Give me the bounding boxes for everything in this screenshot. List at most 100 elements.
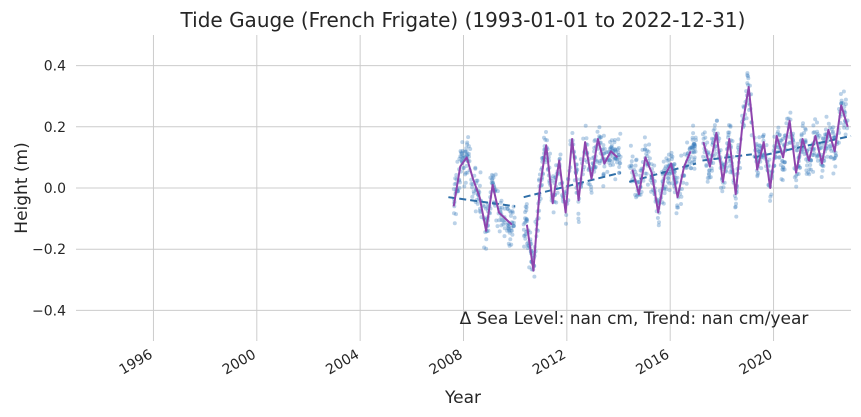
data-point (823, 127, 828, 132)
data-point (628, 166, 633, 170)
data-point (820, 136, 825, 141)
data-point (843, 132, 848, 137)
data-point (705, 140, 710, 145)
data-point (843, 102, 848, 107)
data-point (602, 164, 607, 169)
data-point (490, 172, 494, 177)
data-point (666, 179, 670, 184)
data-point (486, 228, 491, 233)
data-point (497, 229, 502, 234)
data-point (458, 180, 462, 185)
data-point (756, 149, 761, 154)
data-point (598, 135, 603, 140)
data-point (800, 124, 805, 129)
data-point (638, 168, 643, 173)
data-point (601, 172, 606, 177)
data-point (842, 125, 847, 130)
data-point (703, 135, 708, 140)
data-point (691, 123, 696, 128)
data-point (502, 220, 507, 225)
data-point (746, 83, 751, 87)
data-point (647, 142, 652, 147)
data-point (601, 171, 606, 176)
data-point (576, 216, 581, 221)
data-point (505, 206, 510, 211)
data-point (459, 151, 464, 156)
data-point (466, 144, 471, 149)
data-point (639, 190, 644, 194)
data-point (808, 163, 813, 167)
data-point (464, 149, 469, 154)
data-point (675, 175, 680, 180)
data-point (692, 141, 697, 146)
data-point (811, 153, 816, 157)
data-point (776, 129, 780, 134)
data-point (710, 168, 714, 173)
data-point (728, 163, 733, 168)
data-point (661, 201, 666, 206)
data-point (812, 130, 817, 135)
data-point (524, 217, 529, 222)
data-point (777, 133, 782, 138)
data-point (689, 145, 694, 150)
data-point (490, 176, 495, 181)
data-point (498, 207, 503, 212)
monthly-mean-line (452, 86, 849, 272)
data-point (843, 97, 848, 102)
data-point (470, 185, 475, 190)
data-point (629, 159, 634, 164)
data-point (524, 205, 529, 210)
data-point (839, 98, 844, 103)
data-point (608, 140, 613, 144)
data-point (551, 210, 556, 215)
data-point (616, 137, 621, 142)
data-point (831, 157, 836, 161)
data-point (505, 207, 510, 211)
data-point (460, 140, 465, 145)
data-point (701, 136, 706, 141)
data-point (463, 170, 468, 175)
data-point (524, 202, 529, 207)
data-point (691, 146, 696, 151)
data-point (589, 184, 594, 189)
data-point (794, 148, 799, 153)
data-point (669, 157, 674, 161)
data-point (769, 192, 774, 197)
data-point (645, 148, 649, 153)
data-point (617, 165, 622, 169)
data-point (720, 189, 725, 194)
data-point (667, 188, 672, 193)
data-point (544, 130, 548, 134)
data-point (635, 193, 640, 198)
data-point (506, 225, 511, 229)
data-point (803, 138, 808, 143)
data-point (831, 135, 836, 140)
data-point (685, 140, 690, 145)
y-tick-label: −0.2 (32, 242, 66, 258)
data-point (809, 167, 813, 172)
data-point (613, 149, 618, 154)
data-point (649, 162, 654, 167)
data-point (452, 211, 456, 216)
data-point (627, 164, 632, 169)
data-point (687, 146, 692, 151)
data-point (473, 166, 478, 171)
data-point (461, 153, 466, 158)
data-point (663, 184, 668, 189)
x-tick-label: 2000 (220, 347, 259, 379)
data-point (779, 138, 784, 143)
data-point (548, 151, 552, 156)
data-point (818, 145, 823, 150)
data-point (756, 171, 761, 175)
data-point (667, 181, 672, 186)
data-point (532, 274, 537, 279)
data-point (660, 200, 665, 205)
data-point (691, 143, 696, 148)
data-point (841, 89, 846, 94)
data-point (764, 143, 769, 148)
data-point (689, 166, 694, 171)
data-point (600, 147, 605, 152)
data-point (797, 165, 802, 170)
data-point (602, 151, 606, 156)
trend-segment (448, 196, 516, 208)
